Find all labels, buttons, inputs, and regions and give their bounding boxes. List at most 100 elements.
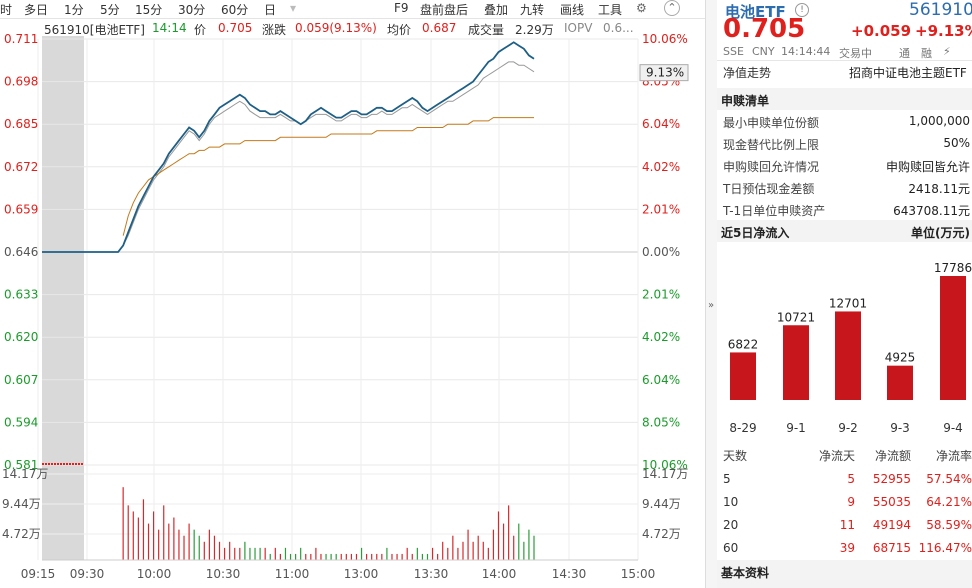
exchange-tag: SSE	[723, 45, 744, 58]
x-axis-time-label: 09:15	[21, 567, 56, 581]
inflow-bar	[940, 276, 966, 400]
inflow-bar-value: 17786	[934, 261, 972, 275]
change-label: 涨跌	[262, 23, 287, 37]
redemption-row-label: T-1日单位申赎资产	[723, 204, 826, 218]
info-icon[interactable]: !	[795, 3, 809, 17]
tab-30min[interactable]: 30分	[178, 3, 206, 17]
avg-label: 均价	[387, 23, 412, 37]
x-axis-time-label: 13:00	[344, 567, 379, 581]
inflow-bar-date: 9-4	[943, 421, 963, 435]
flow-table-cell: 64.21%	[926, 495, 972, 509]
redemption-header-bg	[717, 88, 972, 110]
intraday-chart[interactable]: 0.711 10.06% 0.698 8.05% 0.685 6.04% 0.672 4.02…	[0, 18, 705, 588]
y-axis-right-label: 2.01%	[642, 202, 680, 216]
tab-1min[interactable]: 1分	[64, 3, 84, 17]
tab-multi-day[interactable]: 多日	[24, 3, 49, 17]
flow-table-cell: 10	[723, 495, 739, 509]
y-axis-left-label: 0.672	[4, 160, 38, 174]
nav-trend-value[interactable]: 招商中证电池主题ETF	[849, 66, 967, 80]
draw-line-button[interactable]: 画线	[560, 3, 585, 17]
flow-table-cell: 5	[723, 472, 731, 486]
flow-table-cell: 60	[723, 541, 739, 555]
inflow-bar-date: 9-3	[890, 421, 910, 435]
flow-table-cell: 39	[839, 541, 855, 555]
iopv-value: 0.6...	[603, 21, 634, 35]
overlay-button[interactable]: 叠加	[484, 3, 509, 17]
tools-button[interactable]: 工具	[598, 3, 623, 17]
series-line	[122, 61, 535, 246]
double-chevron-right-icon[interactable]: »	[708, 300, 715, 311]
y-axis-right-label: 0.00%	[642, 245, 680, 259]
auction-zone-shading	[42, 36, 84, 560]
price-change-pct: +9.13%	[915, 22, 972, 40]
volume-axis-left-label: 4.72万	[2, 527, 41, 541]
inflow-bar	[835, 311, 861, 400]
flow-table-cell: 116.47%	[918, 541, 972, 555]
inflow-bar-date: 8-29	[729, 421, 756, 435]
current-pct-text: 9.13%	[646, 66, 684, 80]
flow-table-cell: 57.54%	[926, 472, 972, 486]
f9-button[interactable]: F9	[394, 1, 409, 15]
net-inflow-bar-chart: 6822 8-29 10721 9-1 12701 9-2 4925 9-3 17786 9-4	[728, 261, 972, 435]
x-axis-time-label: 09:30	[70, 567, 105, 581]
redemption-row-value: 643708.11元	[893, 204, 970, 218]
price-value: 0.705	[218, 21, 253, 35]
period-toolbar: 时 多日 1分 5分 15分 30分 60分 日 ▾ F9 盘前盘后 叠加 九转…	[0, 0, 705, 19]
y-axis-right-label: 10.06%	[642, 32, 688, 46]
flow-header-bg	[717, 220, 972, 242]
flow-table-cell: 55035	[872, 495, 911, 509]
y-axis-left-label: 0.698	[4, 75, 38, 89]
nine-turn-button[interactable]: 九转	[520, 3, 545, 17]
y-axis-right-label: 4.02%	[642, 330, 680, 344]
flow-table-header: 天数	[723, 449, 748, 463]
flow-title: 近5日净流入	[721, 226, 790, 240]
volume-axis-left-label: 14.17万	[2, 467, 48, 481]
y-axis-left-label: 0.633	[4, 288, 38, 302]
y-axis-left-label: 0.711	[4, 32, 38, 46]
series-line	[42, 41, 535, 253]
inflow-bar-value: 6822	[728, 337, 759, 351]
flow-table-header: 净流天	[818, 449, 855, 463]
right-quote-panel: 电池ETF ! 561910 0.705 +0.059 +9.13% SSE C…	[717, 0, 972, 588]
volume-axis-right-label: 14.17万	[642, 467, 688, 481]
flow-table-cell: 58.59%	[926, 518, 972, 532]
x-axis-time-label: 13:30	[414, 567, 449, 581]
nav-trend-label[interactable]: 净值走势	[723, 66, 772, 80]
flow-table-cell: 9	[847, 495, 855, 509]
tab-60min[interactable]: 60分	[221, 3, 249, 17]
y-axis-left-label: 0.581	[4, 458, 38, 472]
tab-5min[interactable]: 5分	[100, 3, 120, 17]
iopv-label: IOPV	[564, 21, 593, 35]
trading-status: 交易中	[839, 47, 872, 60]
y-axis-left-label: 0.607	[4, 373, 38, 387]
inflow-bar	[887, 365, 913, 400]
flow-table-cell: 68715	[872, 541, 911, 555]
chevron-up-icon[interactable]: ⌃	[664, 0, 680, 16]
y-axis-right-label: 10.06%	[642, 458, 688, 472]
x-axis-time-label: 10:30	[206, 567, 241, 581]
basic-header-bg	[717, 560, 972, 588]
inflow-bar-value: 10721	[777, 310, 815, 324]
tab-timeshare[interactable]: 时	[0, 3, 13, 17]
y-axis-right-label: 8.05%	[642, 415, 680, 429]
security-code: 561910	[909, 0, 972, 20]
gear-icon[interactable]: ⚙	[636, 1, 647, 15]
volume-axis-right-label: 9.44万	[642, 497, 681, 511]
tab-15min[interactable]: 15分	[135, 3, 163, 17]
inflow-bar	[730, 352, 756, 400]
price-label: 价	[194, 23, 207, 37]
y-axis-left-label: 0.659	[4, 202, 38, 216]
redemption-row-label: T日预估现金差额	[723, 182, 815, 196]
currency-tag: CNY	[752, 45, 775, 58]
tab-day[interactable]: 日	[264, 3, 277, 17]
pre-post-market-button[interactable]: 盘前盘后	[420, 3, 469, 17]
flow-table-header: 净流率	[935, 449, 972, 463]
security-name: 电池ETF	[725, 3, 786, 21]
flow-unit: 单位(万元)	[911, 226, 970, 240]
inflow-bar-date: 9-2	[838, 421, 858, 435]
chevron-down-icon[interactable]: ▾	[290, 1, 297, 15]
last-price: 0.705	[723, 14, 806, 44]
current-pct-tag	[639, 64, 689, 82]
redemption-row-label: 申购赎回允许情况	[723, 160, 820, 174]
lightning-icon: ⚡	[943, 45, 951, 58]
